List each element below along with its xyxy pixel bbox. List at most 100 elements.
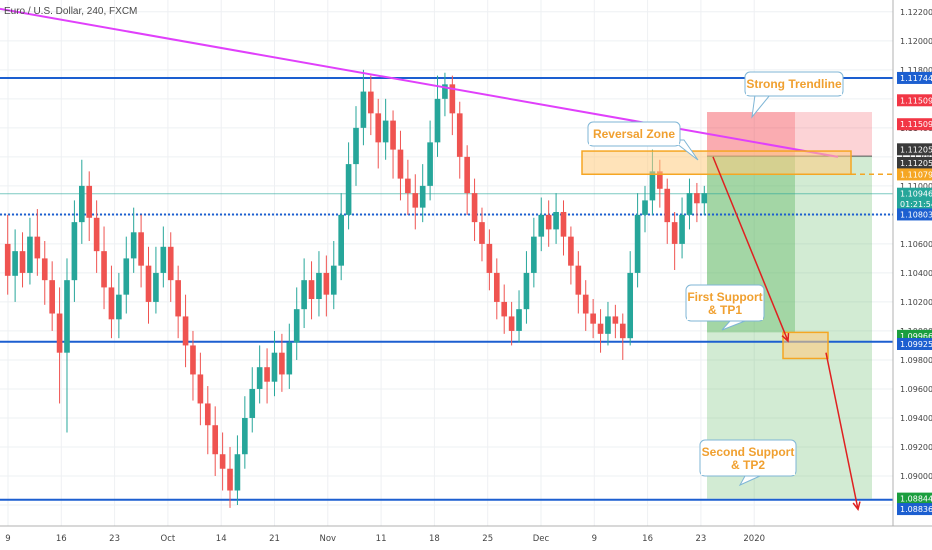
callout-second-support-text: & TP2 [731,458,765,472]
candle-body [101,251,107,288]
price-tag [897,118,932,131]
candle-body [56,313,63,353]
candle-body [568,236,574,266]
candle-body [686,193,693,215]
candle-series [4,69,708,508]
candle-body [397,149,404,179]
candle-body [427,142,433,186]
candle-body [138,232,144,266]
candle-body [41,258,48,281]
candle-body [390,120,396,150]
callout-reversal-zone: Reversal Zone [587,121,699,161]
chart-title: Euro / U.S. Dollar, 240, FXCM [4,6,137,17]
price-axis[interactable]: 1.122001.120001.118001.116001.114001.112… [892,0,932,550]
candle-body [256,367,263,389]
candle-body [575,265,582,295]
price-tag-label: 01:21:54 [900,200,932,209]
candle-body [368,91,374,114]
price-tick-label: 1.12000 [900,37,932,46]
price-tag [897,492,932,505]
price-tag-label: 1.10946 [900,190,932,199]
reversal-zone [581,150,852,176]
candle-body [471,193,478,223]
callout-first-support-text: & TP1 [708,303,742,317]
price-tag-label: 1.11205 [900,159,932,168]
candle-body [486,243,493,273]
price-tick-label: 1.10400 [900,269,932,278]
price-tag-label: 1.11205 [900,145,932,154]
callout-first-support-text: First Support [687,290,762,304]
candle-body [175,280,181,317]
time-tick-label: Nov [320,534,337,544]
time-tick-label: 14 [216,534,227,544]
candle-body [19,251,26,273]
price-tag [897,71,932,84]
price-tag-label: 1.09966 [900,332,932,341]
price-tag [897,168,932,181]
time-axis[interactable]: 9 16 23 Oct 14 21 Nov 11 18 25 Dec 9 16 23 2020 [0,525,932,544]
price-tag [897,187,932,200]
time-tick-label: 18 [429,534,440,544]
callout-first-support-box [685,284,765,322]
candle-body [642,200,648,215]
candle-body [634,214,641,273]
candle-body [27,236,33,273]
price-tag [897,337,932,350]
callout-first-support: First Support& TP1 [685,284,765,331]
price-tag-label: 1.11509 [900,120,932,129]
candle-body [657,171,663,189]
callout-second-support: Second Support& TP2 [699,439,797,487]
candle-body [345,164,352,215]
callout-second-support-box [699,439,797,477]
price-tag [897,503,932,516]
time-tick-label: 9 [5,534,10,544]
price-tick-label: 1.12200 [900,8,932,17]
candle-body [671,222,678,244]
candle-body [86,185,93,218]
time-tick-label: 2020 [743,534,765,544]
candle-body [434,98,441,143]
projection-arrow-1 [712,156,789,342]
time-tick-label: Dec [533,534,550,544]
candle-body [34,236,41,259]
price-tick-label: 1.11800 [900,66,932,75]
projection-arrow-2-head [852,501,861,512]
candle-body [679,214,685,244]
candle-body [405,178,411,194]
candle-body [419,185,426,208]
callout-reversal-zone-mask [589,140,679,145]
callout-second-support-text: Second Support [702,445,795,459]
candle-body [130,232,137,259]
candle-body [664,188,671,223]
candle-body [612,316,619,324]
price-tag-label: 1.10803 [900,210,932,219]
candle-body [49,280,55,314]
time-tick-label: 23 [695,534,706,544]
candle-body [71,222,78,281]
candle-body [316,272,322,300]
projection-arrow-1-head [781,333,790,343]
time-tick-label: 9 [592,534,597,544]
candle-body [197,374,204,404]
candle-body [271,352,278,382]
candle-body [212,425,219,455]
candle-body [308,280,315,300]
candle-body [108,287,115,320]
candle-body [479,222,485,244]
candle-body [649,171,656,201]
annotation-layer: Strong Trendline Reversal Zone First Suppo… [0,7,893,512]
price-tick-label: 1.10600 [900,240,932,249]
candle-body [323,272,330,295]
price-tick-label: 1.09200 [900,443,932,452]
candle-body [382,120,389,143]
time-tick-label: 11 [376,534,387,544]
candle-body [493,272,500,302]
candle-body [456,113,463,157]
stop-loss-zone-active [707,112,795,157]
price-tag [897,94,932,107]
candle-body [167,246,174,281]
price-tick-label: 1.10200 [900,298,932,307]
price-axis-panel [893,0,932,550]
candle-body [12,251,18,276]
